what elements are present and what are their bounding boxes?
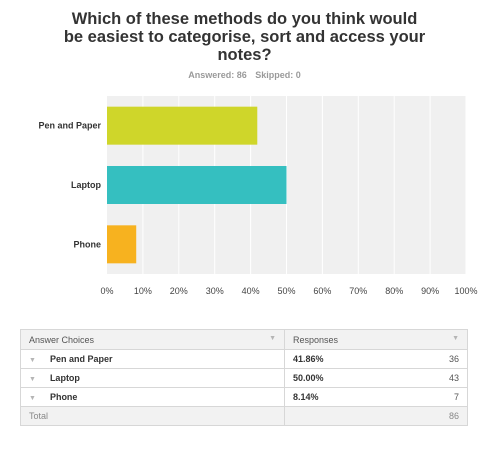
category-label: Laptop bbox=[71, 180, 101, 190]
category-labels: Pen and Paper Laptop Phone bbox=[38, 121, 101, 250]
total-label: Total bbox=[20, 406, 285, 426]
x-tick-label: 90% bbox=[421, 286, 439, 296]
total-cell: 86 bbox=[284, 406, 468, 426]
table-row: ▼ Pen and Paper 41.86% 36 bbox=[20, 349, 468, 369]
sort-caret-icon[interactable]: ▼ bbox=[269, 334, 276, 342]
x-tick-label: 80% bbox=[385, 286, 403, 296]
response-summary: Answered: 86 Skipped: 0 bbox=[0, 70, 489, 80]
x-tick-label: 30% bbox=[206, 286, 224, 296]
header-responses[interactable]: Responses ▼ bbox=[284, 329, 468, 350]
category-label: Pen and Paper bbox=[38, 121, 101, 131]
header-answer-choices[interactable]: Answer Choices ▼ bbox=[20, 329, 285, 350]
tick-labels: 0% 10% 20% 30% 40% 50% 60% 70% 80% 90% 100% bbox=[100, 286, 477, 296]
expand-caret-icon[interactable]: ▼ bbox=[29, 376, 36, 383]
table-total-row: Total 86 bbox=[20, 406, 468, 426]
response-cell: 41.86% 36 bbox=[284, 349, 468, 369]
x-tick-label: 70% bbox=[349, 286, 367, 296]
x-tick-label: 20% bbox=[170, 286, 188, 296]
x-tick-label: 0% bbox=[100, 286, 113, 296]
bar-laptop[interactable] bbox=[107, 166, 287, 204]
answered-count: Answered: 86 bbox=[188, 70, 247, 80]
choice-cell: ▼ Phone bbox=[20, 387, 285, 407]
bars bbox=[107, 106, 287, 264]
choice-cell: ▼ Laptop bbox=[20, 368, 285, 388]
expand-caret-icon[interactable]: ▼ bbox=[29, 357, 36, 364]
skipped-count: Skipped: 0 bbox=[255, 70, 301, 80]
category-label: Phone bbox=[73, 239, 101, 249]
x-tick-label: 100% bbox=[454, 286, 477, 296]
x-tick-label: 10% bbox=[134, 286, 152, 296]
x-tick-label: 40% bbox=[242, 286, 260, 296]
bar-chart: Pen and Paper Laptop Phone 0% 10% 20% 30% 40% 5… bbox=[38, 96, 478, 296]
table-header-row: Answer Choices ▼ Responses ▼ bbox=[20, 329, 468, 350]
table-row: ▼ Laptop 50.00% 43 bbox=[20, 368, 468, 388]
expand-caret-icon[interactable]: ▼ bbox=[29, 395, 36, 402]
table-row: ▼ Phone 8.14% 7 bbox=[20, 387, 468, 407]
x-tick-label: 50% bbox=[277, 286, 295, 296]
choice-cell: ▼ Pen and Paper bbox=[20, 349, 285, 369]
response-cell: 8.14% 7 bbox=[284, 387, 468, 407]
chart-title: Which of these methods do you think woul… bbox=[63, 10, 426, 64]
responses-table: Answer Choices ▼ Responses ▼ ▼ Pen and Pa… bbox=[20, 329, 468, 426]
x-tick-label: 60% bbox=[313, 286, 331, 296]
response-cell: 50.00% 43 bbox=[284, 368, 468, 388]
bar-phone[interactable] bbox=[107, 225, 137, 264]
sort-caret-icon[interactable]: ▼ bbox=[452, 334, 459, 342]
bar-pen-and-paper[interactable] bbox=[107, 106, 258, 145]
